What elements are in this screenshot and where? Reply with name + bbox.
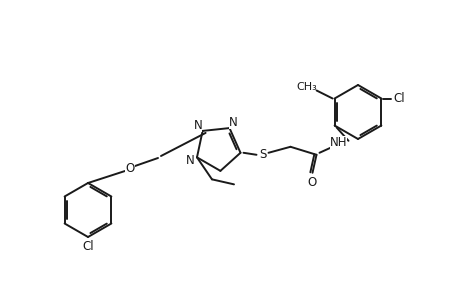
Text: CH₃: CH₃	[296, 82, 316, 92]
Text: N: N	[193, 119, 202, 132]
Text: S: S	[258, 148, 266, 161]
Text: NH: NH	[329, 136, 347, 149]
Text: O: O	[125, 161, 134, 175]
Text: Cl: Cl	[393, 92, 404, 105]
Text: O: O	[307, 176, 316, 189]
Text: N: N	[228, 116, 237, 128]
Text: N: N	[186, 154, 195, 167]
Text: Cl: Cl	[82, 241, 94, 254]
